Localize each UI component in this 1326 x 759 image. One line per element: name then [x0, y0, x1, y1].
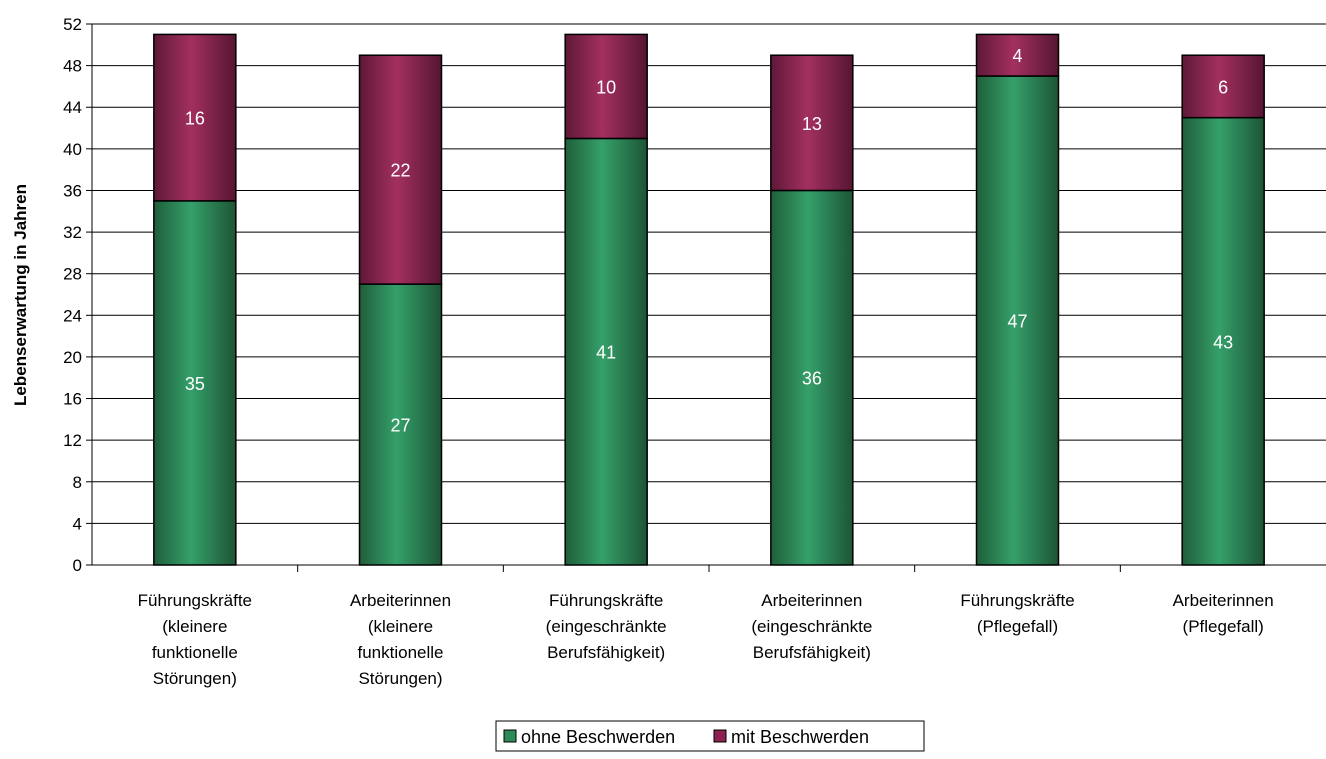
legend: ohne Beschwerden mit Beschwerden [495, 720, 925, 752]
bar-segment [1181, 54, 1265, 119]
y-tick-label: 24 [63, 306, 82, 325]
data-label: 27 [390, 416, 410, 436]
y-tick-label: 28 [63, 265, 82, 284]
category-label-line: Führungskräfte [549, 591, 663, 610]
bar-segment [564, 33, 648, 140]
category-label-line: Führungskräfte [138, 591, 252, 610]
bar-segment [770, 189, 854, 566]
legend-label: ohne Beschwerden [521, 727, 675, 747]
category-label: Führungskräfte (Pflegefall) [960, 591, 1074, 636]
category-label-line: Berufsfähigkeit) [547, 643, 665, 662]
y-tick-label: 44 [63, 98, 82, 117]
category-label-line: Störungen) [153, 669, 237, 688]
data-label: 4 [1012, 46, 1022, 66]
legend-swatch [713, 729, 727, 743]
category-label-line: funktionelle [152, 643, 238, 662]
category-label-line: funktionelle [357, 643, 443, 662]
y-axis-title: Lebenserwartung in Jahren [11, 184, 30, 406]
y-tick-label: 32 [63, 223, 82, 242]
category-label-line: Führungskräfte [960, 591, 1074, 610]
category-label-line: Störungen) [358, 669, 442, 688]
bar-segment [153, 33, 237, 202]
bar-segment [358, 283, 443, 566]
y-tick-label: 12 [63, 431, 82, 450]
category-label-line: Berufsfähigkeit) [753, 643, 871, 662]
bar-segment [770, 54, 854, 192]
data-label: 22 [390, 161, 410, 181]
category-label-line: Arbeiterinnen [1173, 591, 1274, 610]
category-label-line: (Pflegefall) [977, 617, 1058, 636]
y-tick-label: 8 [73, 473, 82, 492]
y-tick-label: 0 [73, 556, 82, 575]
legend-swatch [503, 729, 517, 743]
y-tick-label: 4 [73, 514, 82, 533]
data-label: 35 [185, 374, 205, 394]
bar-segment [358, 54, 443, 285]
y-tick-label: 36 [63, 181, 82, 200]
category-label: Führungskräfte (kleinere funktionelle Störu… [138, 591, 252, 688]
data-label: 6 [1218, 77, 1228, 97]
legend-label: mit Beschwerden [731, 727, 869, 747]
y-tick-label: 40 [63, 140, 82, 159]
data-label: 13 [802, 114, 822, 134]
category-label: Arbeiterinnen (kleinere funktionelle Störun… [350, 591, 451, 688]
data-label: 47 [1007, 312, 1027, 332]
category-label-line: (kleinere [368, 617, 433, 636]
category-label: Arbeiterinnen (eingeschränkte Berufsfähigk… [751, 591, 872, 662]
data-label: 36 [802, 369, 822, 389]
bars [153, 33, 1265, 566]
category-label-line: (eingeschränkte [546, 617, 667, 636]
y-tick-label: 16 [63, 390, 82, 409]
category-label-line: (kleinere [162, 617, 227, 636]
data-labels: 35 16 27 22 41 10 36 13 47 4 43 6 [185, 46, 1233, 435]
data-label: 43 [1213, 332, 1233, 352]
category-label-line: Arbeiterinnen [350, 591, 451, 610]
data-label: 10 [596, 77, 616, 97]
y-tick-label: 48 [63, 57, 82, 76]
gridlines [92, 23, 1326, 524]
category-label-line: (eingeschränkte [751, 617, 872, 636]
y-tick-label: 52 [63, 15, 82, 34]
category-label: Führungskräfte (eingeschränkte Berufsfähig… [546, 591, 667, 662]
axes: 0481216202428323640444852Führungskräfte(… [63, 15, 1326, 688]
data-label: 41 [596, 343, 616, 363]
category-label: Arbeiterinnen (Pflegefall) [1173, 591, 1274, 636]
category-label-line: Arbeiterinnen [761, 591, 862, 610]
y-tick-label: 20 [63, 348, 82, 367]
bar-segment [564, 137, 648, 566]
bar-segment [1181, 116, 1265, 566]
legend-box [495, 720, 925, 752]
bar-segment [975, 33, 1060, 77]
data-label: 16 [185, 109, 205, 129]
bar-segment [975, 75, 1060, 566]
category-label-line: (Pflegefall) [1183, 617, 1264, 636]
